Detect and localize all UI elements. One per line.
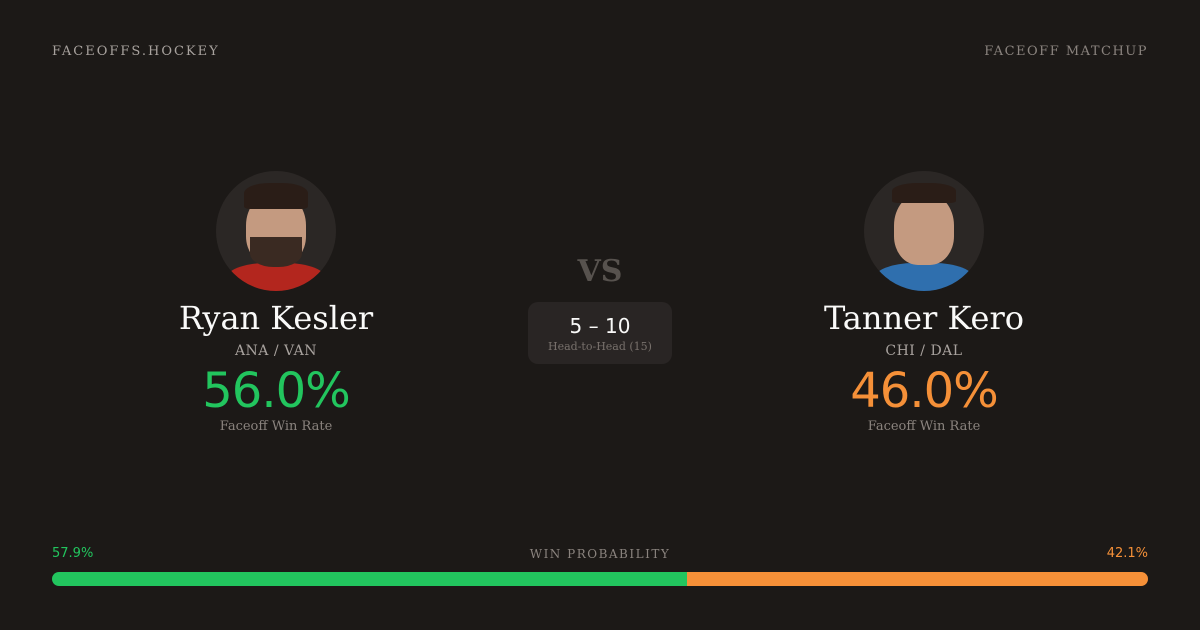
head-to-head-score: 5 – 10 — [569, 314, 631, 338]
page-tag: FACEOFF MATCHUP — [984, 44, 1148, 59]
player-name: Ryan Kesler — [178, 299, 374, 337]
player-avatar — [864, 171, 984, 291]
win-probability-left: 57.9% — [52, 546, 94, 561]
win-probability-title: WIN PROBABILITY — [529, 547, 671, 561]
beard — [250, 237, 302, 267]
hair — [892, 183, 956, 203]
win-rate-label: Faceoff Win Rate — [867, 419, 981, 434]
head-to-head-label: Head-to-Head (15) — [548, 340, 652, 353]
win-rate: 56.0% — [202, 363, 350, 419]
win-probability-right: 42.1% — [1106, 546, 1148, 561]
player-avatar — [216, 171, 336, 291]
vs-label: VS — [577, 254, 623, 289]
win-probability-bar-right — [686, 572, 1148, 586]
face — [894, 193, 954, 265]
jersey — [226, 263, 326, 291]
win-probability-bar — [52, 572, 1148, 586]
player-name: Tanner Kero — [823, 299, 1025, 337]
win-rate-label: Faceoff Win Rate — [219, 419, 333, 434]
brand-logo-text: FACEOFFS.HOCKEY — [52, 44, 220, 59]
win-rate: 46.0% — [850, 363, 998, 419]
hair — [244, 183, 308, 209]
player-card-left: Ryan Kesler ANA / VAN 56.0% Faceoff Win … — [116, 171, 436, 434]
win-probability-bar-left — [52, 572, 687, 586]
head-to-head-box: 5 – 10 Head-to-Head (15) — [528, 302, 672, 364]
jersey — [874, 263, 974, 291]
player-teams: ANA / VAN — [234, 343, 318, 359]
player-card-right: Tanner Kero CHI / DAL 46.0% Faceoff Win … — [764, 171, 1084, 434]
player-teams: CHI / DAL — [885, 343, 963, 359]
